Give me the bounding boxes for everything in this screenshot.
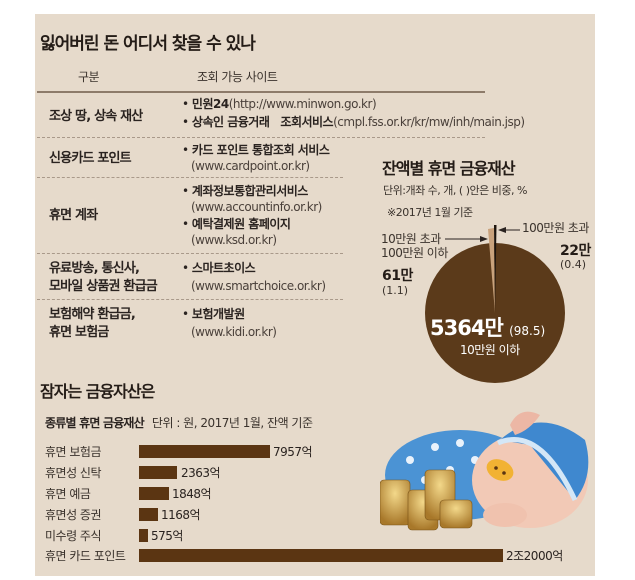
row-label-insurance: 보험해약 환급금, (49, 307, 136, 322)
pie-chart-title: 잔액별 휴면 금융재산 (382, 159, 516, 178)
site-item: • 계좌정보통합관리서비스 (182, 184, 308, 198)
bar-row: 휴면 보험금 7957억 (45, 442, 605, 460)
site-item: • 보험개발원 (182, 307, 245, 321)
site-url-text: (www.ksd.or.kr) (191, 233, 277, 247)
bar-row: 미수령 주식 575억 (45, 526, 605, 544)
bar-value: 1168억 (161, 508, 201, 522)
row-divider (37, 253, 343, 254)
bar-value: 2조2000억 (506, 549, 563, 563)
bar-row: 휴면성 신탁 2363억 (45, 463, 605, 481)
site-url: (cmpl.fss.or.kr/kr/mw/inh/main.jsp) (333, 115, 525, 129)
pie-value-mid: 61만 (382, 268, 413, 284)
row-label-insurance-2: 휴면 보험금 (49, 325, 109, 340)
table-header-category: 구분 (78, 70, 100, 84)
bar (139, 445, 270, 458)
site-item: • 상속인 금융거래 조회서비스(cmpl.fss.or.kr/kr/mw/in… (182, 115, 525, 129)
bar-chart-title: 종류별 휴면 금융재산 (45, 416, 145, 430)
site-url: (http://www.minwon.go.kr) (228, 97, 377, 111)
site-name: 보험개발원 (191, 307, 245, 321)
bar-row: 휴면 예금 1848억 (45, 484, 605, 502)
row-divider (37, 299, 343, 300)
bar-value: 575억 (151, 529, 183, 543)
pie-label-over-1m: 100만원 초과 (522, 221, 589, 235)
bar-row: 휴면성 증권 1168억 (45, 505, 605, 523)
site-url: (www.accountinfo.or.kr) (191, 199, 322, 215)
pie-pct-over: (0.4) (560, 258, 587, 271)
site-url: (www.cardpoint.or.kr) (191, 158, 310, 174)
bar-label: 휴면성 신탁 (45, 466, 102, 480)
bar-value: 7957억 (273, 445, 313, 459)
pie-value-main-pct: (98.5) (509, 324, 546, 338)
pie-value-main-number: 5364만 (430, 316, 504, 340)
bar-chart-header: 종류별 휴면 금융재산 단위 : 원, 2017년 1월, 잔액 기준 (45, 414, 313, 431)
bar-label: 휴면 예금 (45, 487, 91, 501)
site-name: 계좌정보통합관리서비스 (191, 184, 308, 198)
site-name: 예탁결제원 홈페이지 (191, 217, 291, 231)
site-item: • 예탁결제원 홈페이지 (182, 217, 291, 231)
row-label-broadcast-telecom: 유료방송, 통신사, (49, 261, 140, 276)
row-divider (37, 137, 485, 138)
site-name: 상속인 금융거래 조회서비스 (191, 115, 334, 129)
pie-date-note: ※2017년 1월 기준 (387, 206, 473, 219)
site-name: 민원24 (191, 97, 229, 111)
bar-label: 휴면성 증권 (45, 508, 102, 522)
site-url-text: (www.accountinfo.or.kr) (191, 200, 322, 214)
pie-label-under-100k: 10만원 이하 (460, 343, 520, 357)
table-header-sites: 조회 가능 사이트 (197, 70, 278, 84)
bar (139, 466, 177, 479)
bar-label: 휴면 카드 포인트 (45, 549, 126, 563)
bar (139, 487, 169, 500)
pie-value-main: 5364만 (98.5) (430, 312, 545, 342)
site-url: (www.smartchoice.or.kr) (191, 278, 326, 294)
pie-value-over: 22만 (560, 243, 591, 259)
bar (139, 549, 503, 562)
bar (139, 508, 158, 521)
site-item: • 스마트초이스 (182, 261, 256, 275)
site-name: 스마트초이스 (191, 261, 256, 275)
site-url: (www.ksd.or.kr) (191, 232, 277, 248)
row-label-inheritance: 조상 땅, 상속 재산 (49, 109, 143, 124)
site-url-text: (www.smartchoice.or.kr) (191, 279, 326, 293)
pie-unit-note: 단위:개좌 수, 개, ( )안은 비중, % (383, 184, 527, 197)
site-item: • 카드 포인트 통합조회 서비스 (182, 143, 330, 157)
row-label-broadcast-telecom-2: 모바일 상품권 환급금 (49, 279, 158, 294)
pie-label-mid-1: 10만원 초과 (381, 232, 441, 246)
pie-pct-mid: (1.1) (382, 284, 409, 297)
bar-label: 휴면 보험금 (45, 445, 102, 459)
bar-value: 2363억 (181, 466, 221, 480)
bar (139, 529, 148, 542)
site-url: (www.kidi.or.kr) (191, 324, 277, 340)
site-url-text: (www.kidi.or.kr) (191, 325, 277, 339)
row-label-credit-card: 신용카드 포인트 (49, 151, 132, 166)
pie-label-mid-2: 100만원 이하 (381, 246, 448, 260)
header-rule (37, 91, 485, 93)
row-divider (37, 177, 343, 178)
pie-chart (425, 225, 565, 383)
row-label-dormant-account: 휴면 계좌 (49, 208, 98, 223)
bar-row: 휴면 카드 포인트 2조2000억 (45, 546, 605, 564)
main-title: 잃어버린 돈 어디서 찾을 수 있나 (40, 34, 256, 54)
bar-section-title: 잠자는 금융자산은 (40, 382, 155, 401)
site-name: 카드 포인트 통합조회 서비스 (191, 143, 330, 157)
bar-value: 1848억 (172, 487, 212, 501)
site-item: • 민원24(http://www.minwon.go.kr) (182, 97, 377, 111)
bar-chart-note: 단위 : 원, 2017년 1월, 잔액 기준 (151, 416, 313, 430)
site-url-text: (www.cardpoint.or.kr) (191, 159, 310, 173)
sleeping-piggy-bank-illustration (380, 411, 589, 531)
bar-label: 미수령 주식 (45, 529, 102, 543)
